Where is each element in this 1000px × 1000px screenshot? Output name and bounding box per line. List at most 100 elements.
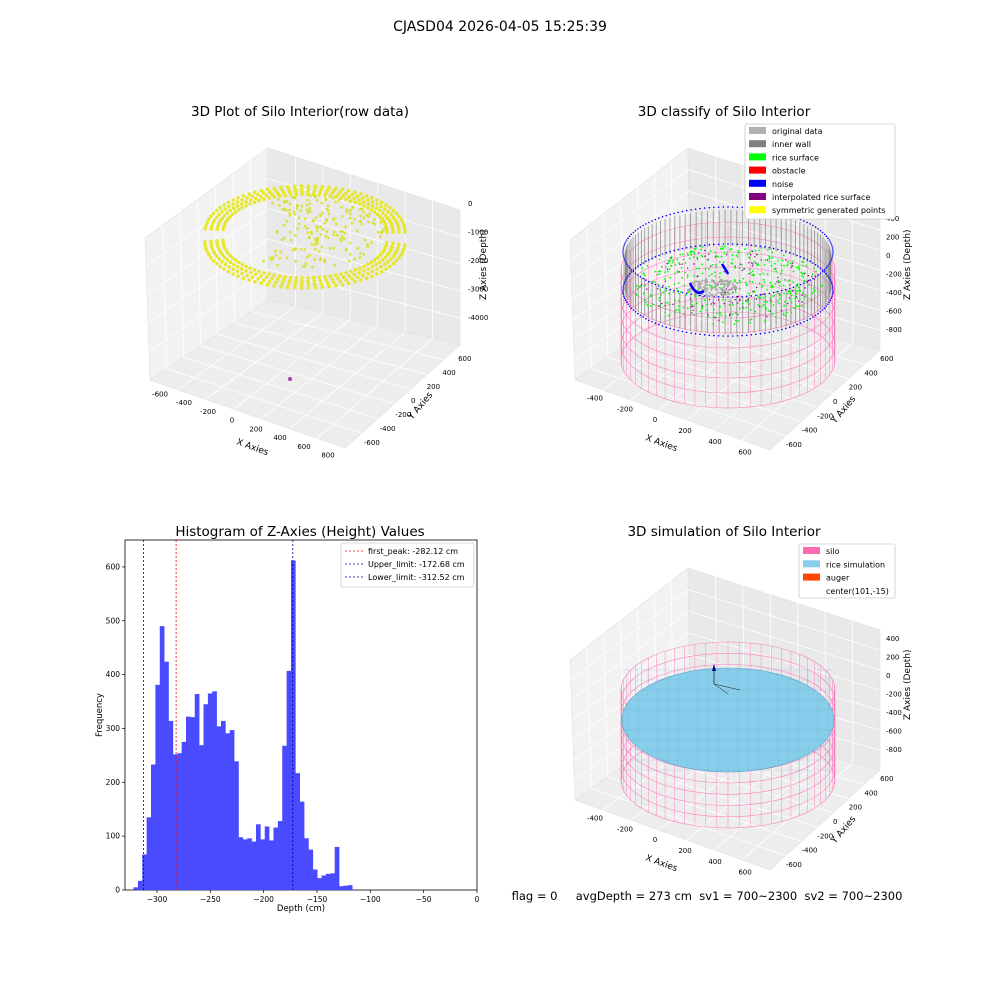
y-tick: 200: [849, 384, 862, 392]
legend-label: silo: [826, 547, 840, 556]
histogram-bar: [317, 878, 322, 890]
x-tick: -200: [617, 405, 633, 413]
legend-label: Lower_limit: -312.52 cm: [368, 573, 465, 582]
histogram-bar: [186, 716, 191, 890]
panel-simulation: 3D simulation of Silo Interior -400 -200 0…: [569, 524, 913, 877]
z-tick: -200: [886, 691, 902, 699]
panel-title: Histogram of Z-Axies (Height) Values: [175, 524, 424, 540]
histogram-bar: [277, 821, 283, 890]
histogram-bar: [339, 886, 344, 890]
x-tick: −100: [360, 895, 381, 904]
z-tick: 200: [886, 654, 899, 662]
z-tick: -200: [886, 271, 902, 279]
legend-label: obstacle: [772, 167, 806, 176]
x-axis-label: Depth (cm): [277, 904, 325, 914]
y-tick: 0: [411, 397, 415, 405]
histogram-bar: [308, 849, 314, 890]
z-tick: -800: [886, 326, 902, 334]
histogram-bar: [238, 837, 244, 890]
y-tick: 400: [864, 789, 877, 797]
y-tick: -400: [802, 427, 818, 435]
legend-swatch: [749, 193, 766, 200]
legend: silo rice simulation auger center(101,-15): [798, 543, 896, 599]
histogram-bar: [251, 841, 257, 890]
x-tick: -200: [617, 825, 633, 833]
histogram-bar: [190, 717, 196, 890]
histogram-bars: [133, 560, 353, 890]
histogram-bar: [290, 560, 296, 890]
x-tick: -400: [587, 394, 603, 402]
y-tick: 0: [833, 398, 837, 406]
z-tick: 200: [886, 234, 899, 242]
x-tick: 200: [678, 427, 691, 435]
histogram-bar: [242, 839, 248, 890]
panel-histogram: Histogram of Z-Axies (Height) Values −30…: [95, 524, 480, 914]
x-tick: −50: [416, 895, 432, 904]
x-tick: 400: [273, 434, 286, 442]
x-tick: -600: [152, 390, 168, 398]
x-tick: -200: [200, 408, 216, 416]
z-tick: -600: [886, 308, 902, 316]
x-tick: −200: [253, 895, 274, 904]
histogram-bar: [264, 826, 270, 890]
y-tick: 200: [427, 383, 440, 391]
legend-label: inner wall: [772, 140, 811, 149]
panel-title: 3D Plot of Silo Interior(row data): [191, 104, 409, 120]
x-tick: 800: [321, 452, 334, 460]
histogram-bar: [155, 684, 161, 890]
z-axis-label: Z Axies (Depth): [903, 229, 913, 300]
z-axis-label: Z Axies (Depth): [903, 649, 913, 720]
y-tick: 600: [106, 562, 121, 571]
histogram-bar: [137, 880, 143, 890]
legend-swatch: [803, 573, 820, 581]
histogram-bar: [172, 754, 178, 890]
y-tick: 200: [106, 778, 121, 787]
histogram-bar: [203, 704, 209, 890]
z-axis-label: Z Axies (Depth): [479, 229, 489, 300]
z-tick: -800: [886, 746, 902, 754]
status-line: flag = 0 avgDepth = 273 cm sv1 = 700~230…: [512, 889, 903, 903]
point-cloud: [203, 184, 407, 290]
histogram-bar: [142, 854, 147, 890]
histogram-bar: [282, 745, 287, 890]
x-tick: 200: [678, 847, 691, 855]
y-tick: 600: [880, 775, 893, 783]
y-tick: 400: [106, 670, 121, 679]
x-tick: 0: [653, 836, 657, 844]
y-ticks: 0 100 200 300 400 500 600: [106, 562, 125, 895]
auger-marker: [712, 664, 741, 695]
histogram-bar: [212, 691, 217, 890]
z-ticks: -800 -600 -400 -200 0 200 400: [886, 635, 902, 754]
x-tick: −250: [200, 895, 221, 904]
histogram-bar: [229, 730, 235, 890]
x-ticks: -600 -400 -200 0 200 400 600 800: [152, 390, 335, 459]
x-tick: 400: [708, 858, 721, 866]
x-tick: 400: [708, 438, 721, 446]
x-tick: 0: [475, 895, 480, 904]
x-tick: 600: [297, 443, 310, 451]
histogram-bar: [304, 838, 309, 890]
panel-classify: 3D classify of Silo Interior -400-200020…: [569, 104, 913, 457]
z-tick: -400: [886, 709, 902, 717]
histogram-bar: [216, 726, 222, 890]
panel-title: 3D simulation of Silo Interior: [627, 524, 821, 540]
histogram-bar: [207, 693, 213, 890]
y-tick: 500: [106, 616, 121, 625]
y-tick: -200: [817, 832, 833, 840]
legend-swatch: [803, 547, 820, 554]
legend: first_peak: -282.12 cm Upper_limit: -172.…: [340, 542, 475, 588]
histogram-bar: [260, 839, 266, 890]
histogram-bar: [194, 694, 200, 890]
legend-label: symmetric generated points: [772, 206, 885, 215]
y-tick: 400: [442, 369, 455, 377]
y-tick: 200: [849, 804, 862, 812]
y-tick: 0: [115, 886, 120, 895]
histogram-bar: [269, 840, 274, 890]
histogram-bar: [168, 720, 174, 890]
legend-label: auger: [826, 574, 850, 583]
legend-swatch: [803, 560, 820, 568]
histogram-bar: [181, 741, 187, 890]
histogram-bar: [159, 626, 165, 890]
